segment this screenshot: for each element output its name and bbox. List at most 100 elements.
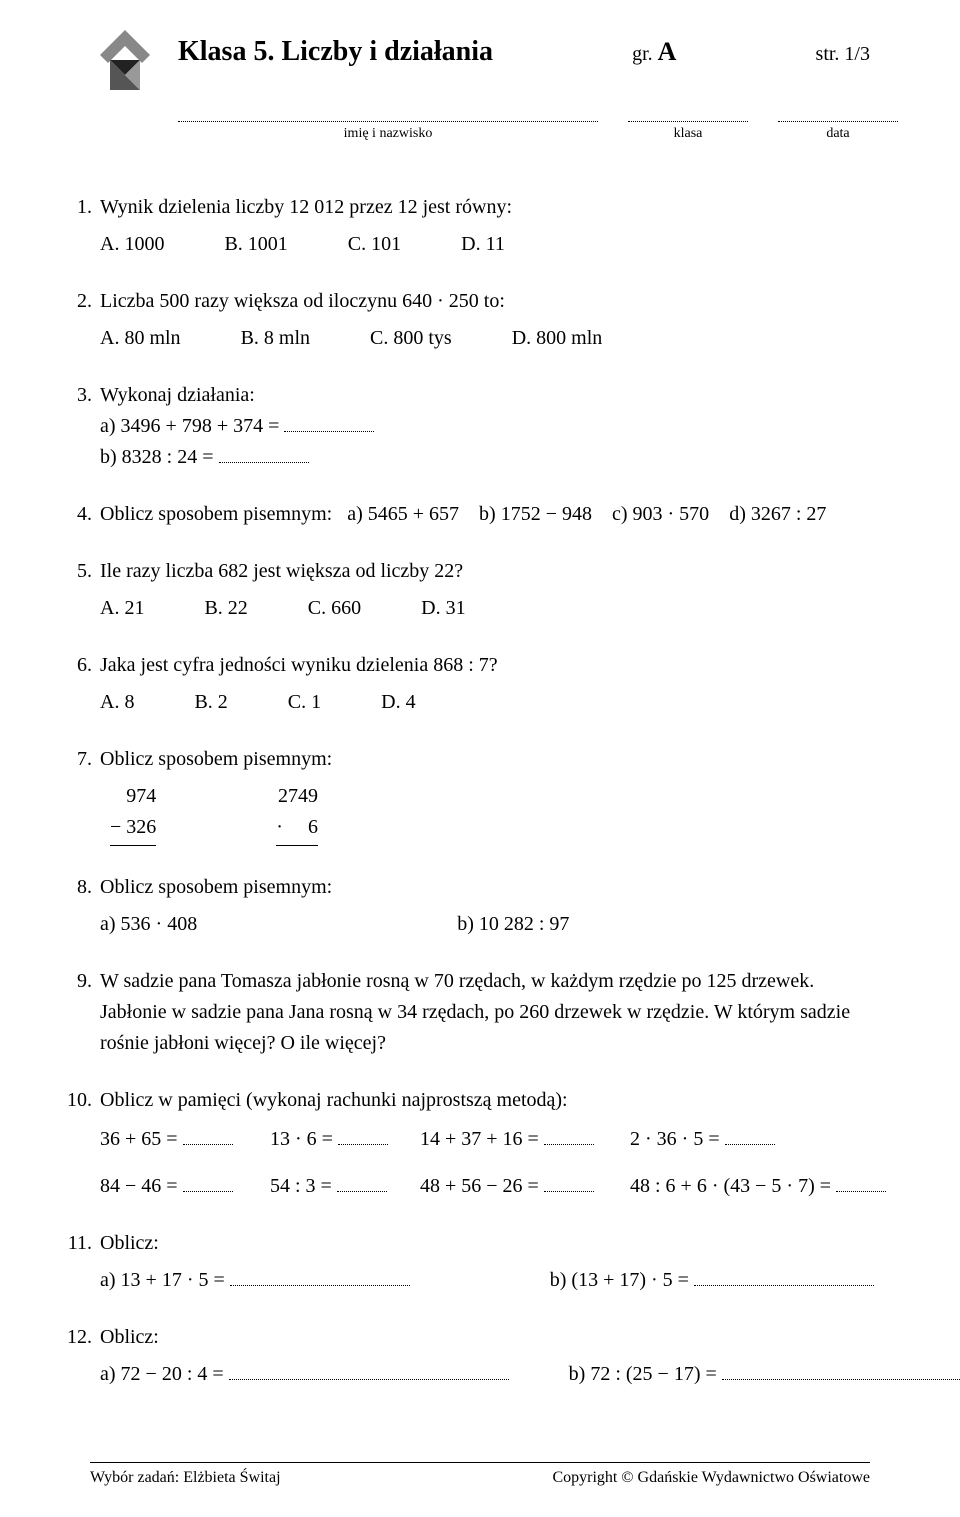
q3b: b) 8328 : 24 = [100, 446, 214, 468]
choice-a: A. 80 mln [100, 323, 181, 354]
q10c: 84 − 46 = [100, 1175, 178, 1197]
calc-bot: · 6 [276, 812, 318, 843]
choice-d: D. 4 [381, 687, 415, 718]
qtext: Oblicz w pamięci (wykonaj rachunki najpr… [100, 1089, 568, 1111]
qtext: Ile razy liczba 682 jest większa od licz… [100, 560, 463, 582]
q4c: c) 903 · 570 [612, 503, 709, 525]
q10: 10.Oblicz w pamięci (wykonaj rachunki na… [100, 1085, 870, 1202]
q12a: a) 72 − 20 : 4 = [100, 1363, 224, 1385]
qnum: 6. [64, 650, 92, 681]
choice-a: A. 1000 [100, 229, 164, 260]
dots [230, 1274, 410, 1286]
dots [183, 1180, 233, 1192]
q10c: 2 · 36 · 5 = [630, 1128, 720, 1150]
q4d: d) 3267 : 27 [729, 503, 826, 525]
choice-d: D. 31 [421, 593, 465, 624]
qtext: Jaka jest cyfra jedności wyniku dzieleni… [100, 654, 498, 676]
calc-top: 974 [110, 781, 156, 812]
q8a: a) 536 · 408 [100, 909, 197, 940]
dots [338, 1133, 388, 1145]
qtext: Oblicz sposobem pisemnym: [100, 503, 332, 525]
choice-b: B. 22 [204, 593, 247, 624]
footer-left: Wybór zadań: Elżbieta Świtaj [90, 1469, 281, 1487]
blank-class: klasa [628, 108, 748, 142]
dots [725, 1133, 775, 1145]
q4b: b) 1752 − 948 [479, 503, 592, 525]
choice-c: C. 101 [348, 229, 401, 260]
qtext: Oblicz sposobem pisemnym: [100, 876, 332, 898]
logo-icon [90, 30, 160, 100]
choice-a: A. 21 [100, 593, 144, 624]
q12b: b) 72 : (25 − 17) = [569, 1363, 717, 1385]
qtext: W sadzie pana Tomasza jabłonie rosną w 7… [100, 970, 850, 1054]
group-prefix: gr. [632, 43, 653, 65]
q8b: b) 10 282 : 97 [457, 909, 569, 940]
qnum: 8. [64, 872, 92, 903]
qtext: Liczba 500 razy większa od iloczynu 640 … [100, 290, 505, 312]
q11b: b) (13 + 17) · 5 = [550, 1269, 689, 1291]
qtext: Wynik dzielenia liczby 12 012 przez 12 j… [100, 196, 512, 218]
q10c: 48 : 6 + 6 · (43 − 5 · 7) = [630, 1175, 831, 1197]
q10c: 13 · 6 = [270, 1128, 333, 1150]
q2: 2.Liczba 500 razy większa od iloczynu 64… [100, 286, 870, 354]
qtext: Oblicz: [100, 1232, 159, 1254]
blanks-row: imię i nazwisko klasa data [178, 108, 870, 142]
q10c: 36 + 65 = [100, 1128, 178, 1150]
qnum: 10. [64, 1085, 92, 1116]
q4a: a) 5465 + 657 [347, 503, 459, 525]
choice-b: B. 8 mln [241, 323, 310, 354]
q10c: 14 + 37 + 16 = [420, 1128, 539, 1150]
content: 1.Wynik dzielenia liczby 12 012 przez 12… [90, 192, 870, 1390]
dots [722, 1368, 960, 1380]
qtext: Oblicz sposobem pisemnym: [100, 748, 332, 770]
q11a: a) 13 + 17 · 5 = [100, 1269, 225, 1291]
group-label: gr. A [632, 37, 676, 67]
q5: 5.Ile razy liczba 682 jest większa od li… [100, 556, 870, 624]
q6: 6.Jaka jest cyfra jedności wyniku dziele… [100, 650, 870, 718]
q11: 11.Oblicz: a) 13 + 17 · 5 = b) (13 + 17)… [100, 1228, 870, 1296]
qnum: 11. [64, 1228, 92, 1259]
choice-c: C. 800 tys [370, 323, 452, 354]
blank-class-label: klasa [628, 126, 748, 142]
choice-a: A. 8 [100, 687, 134, 718]
dots [836, 1180, 886, 1192]
qtext: Oblicz: [100, 1326, 159, 1348]
group-letter: A [658, 37, 677, 66]
qnum: 2. [64, 286, 92, 317]
dots [229, 1368, 509, 1380]
q8: 8.Oblicz sposobem pisemnym: a) 536 · 408… [100, 872, 870, 940]
choice-c: C. 660 [308, 593, 361, 624]
header: Klasa 5. Liczby i działania gr. A str. 1… [90, 30, 870, 100]
footer: Wybór zadań: Elżbieta Świtaj Copyright ©… [90, 1462, 870, 1487]
qnum: 4. [64, 499, 92, 530]
qnum: 12. [64, 1322, 92, 1353]
page-title: Klasa 5. Liczby i działania [178, 36, 493, 68]
q1: 1.Wynik dzielenia liczby 12 012 przez 12… [100, 192, 870, 260]
blank-name: imię i nazwisko [178, 108, 598, 142]
q4: 4.Oblicz sposobem pisemnym: a) 5465 + 65… [100, 499, 870, 530]
q7: 7.Oblicz sposobem pisemnym: 974 − 326 27… [100, 744, 870, 846]
dots [337, 1180, 387, 1192]
q3: 3.Wykonaj działania: a) 3496 + 798 + 374… [100, 380, 870, 473]
choice-d: D. 800 mln [512, 323, 603, 354]
blank-date: data [778, 108, 898, 142]
page: Klasa 5. Liczby i działania gr. A str. 1… [0, 0, 960, 1517]
qnum: 9. [64, 966, 92, 997]
page-number: str. 1/3 [816, 43, 870, 66]
qnum: 7. [64, 744, 92, 775]
calc-col-1: 974 − 326 [110, 781, 156, 846]
qnum: 3. [64, 380, 92, 411]
q3a: a) 3496 + 798 + 374 = [100, 415, 279, 437]
dots [284, 420, 374, 432]
qnum: 5. [64, 556, 92, 587]
q10c: 48 + 56 − 26 = [420, 1175, 539, 1197]
calc-top: 2749 [276, 781, 318, 812]
dots [183, 1133, 233, 1145]
dots [544, 1133, 594, 1145]
dots [219, 451, 309, 463]
choice-c: C. 1 [288, 687, 321, 718]
blank-date-label: data [778, 126, 898, 142]
qnum: 1. [64, 192, 92, 223]
calc-bot: − 326 [110, 812, 156, 843]
blank-name-label: imię i nazwisko [178, 126, 598, 142]
